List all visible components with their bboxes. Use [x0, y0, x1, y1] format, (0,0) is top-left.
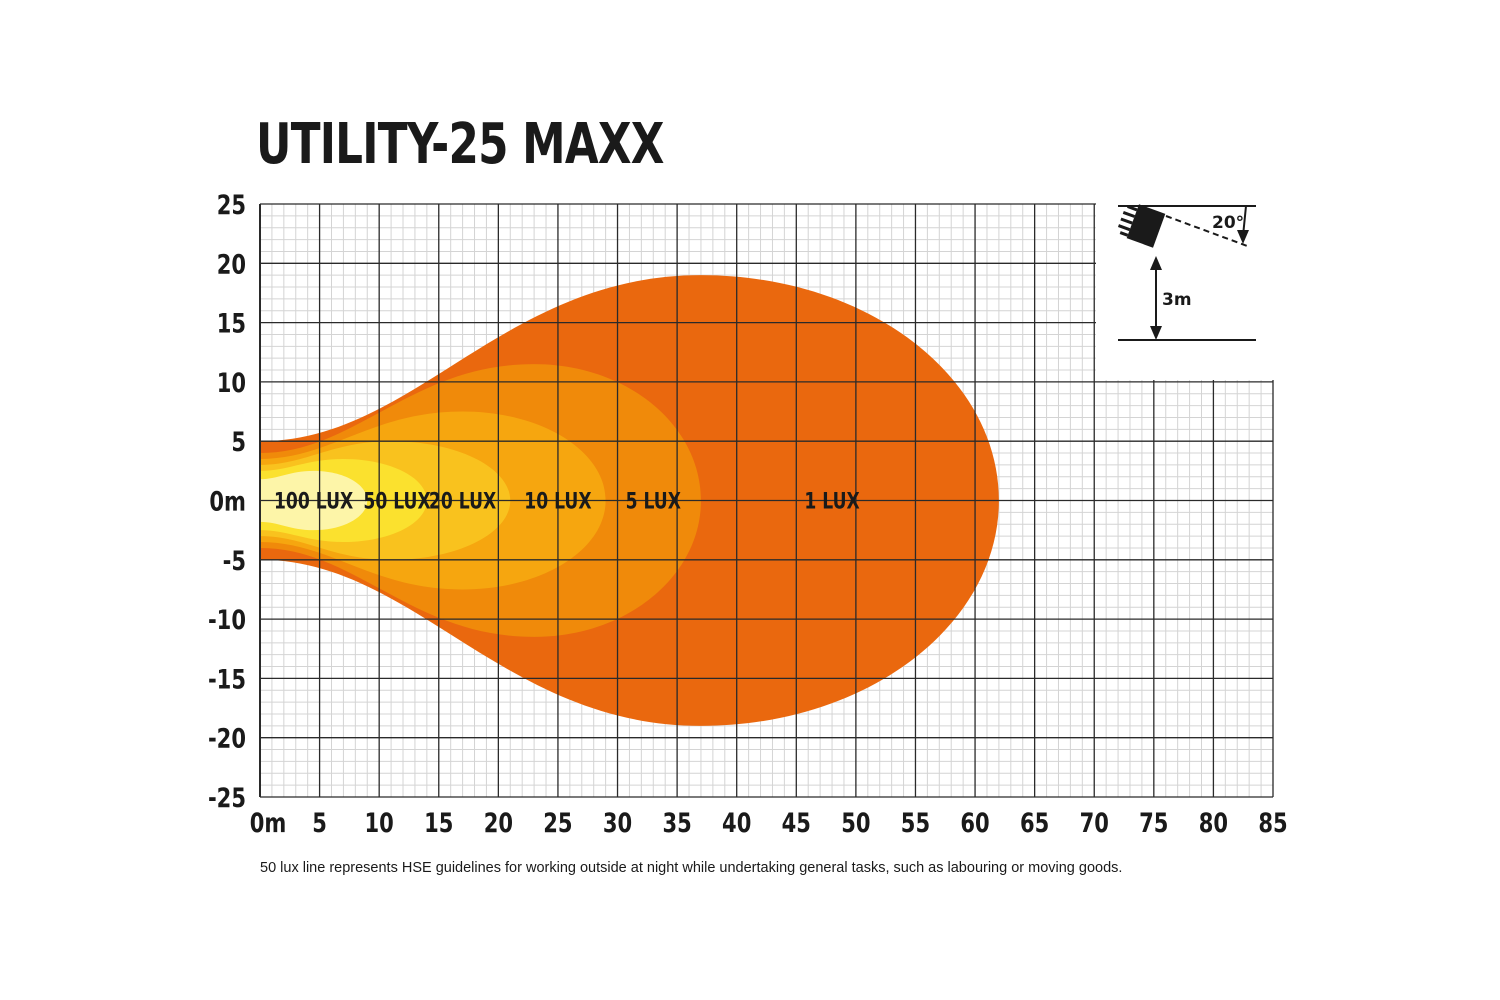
x-tick-label: 65 — [1020, 807, 1049, 838]
x-tick-label: 15 — [424, 807, 453, 838]
footnote: 50 lux line represents HSE guidelines fo… — [260, 860, 1123, 876]
angle-arrow-head — [1237, 230, 1249, 244]
height-arrow-up — [1150, 256, 1162, 270]
y-tick-label: 15 — [217, 308, 246, 339]
lux-label: 100 LUX — [274, 488, 353, 514]
y-tick-label: 5 — [231, 427, 246, 458]
y-tick-label: -5 — [223, 545, 246, 576]
x-tick-label: 55 — [901, 807, 930, 838]
y-tick-label: -15 — [208, 664, 246, 695]
chart-title: UTILITY-25 MAXX — [256, 112, 664, 177]
x-tick-label: 40 — [722, 807, 751, 838]
x-tick-label: 5 — [312, 807, 327, 838]
lamp-icon — [1117, 204, 1166, 248]
y-tick-label: -25 — [208, 782, 246, 813]
angle-label: 20° — [1212, 213, 1244, 233]
x-tick-label: 25 — [543, 807, 572, 838]
y-tick-label: 25 — [217, 189, 246, 220]
x-tick-label: 75 — [1139, 807, 1168, 838]
y-axis-ticks: 25 20 15 10 5 0m -5 -10 -15 -20 -25 — [208, 189, 246, 813]
y-tick-label: -20 — [208, 723, 246, 754]
inset-background — [1096, 196, 1276, 380]
x-tick-label: 0m — [250, 807, 287, 838]
y-tick-label: 20 — [217, 249, 246, 280]
x-tick-label: 60 — [960, 807, 989, 838]
x-tick-label: 10 — [365, 807, 394, 838]
y-tick-label: 10 — [217, 367, 246, 398]
y-tick-label: -10 — [208, 605, 246, 636]
x-tick-label: 30 — [603, 807, 632, 838]
lux-label: 1 LUX — [804, 488, 859, 514]
x-axis-ticks: 0m 5 10 15 20 25 30 35 40 45 50 55 60 65 70 75 80 85 — [250, 807, 1288, 838]
lux-label: 10 LUX — [524, 488, 591, 514]
lux-label: 5 LUX — [626, 488, 681, 514]
height-label: 3m — [1162, 290, 1192, 310]
x-tick-label: 50 — [841, 807, 870, 838]
x-tick-label: 85 — [1258, 807, 1287, 838]
mounting-inset: 20° 3m — [1096, 196, 1276, 380]
beam-direction-line — [1165, 215, 1251, 248]
x-tick-label: 70 — [1080, 807, 1109, 838]
y-tick-label: 0m — [209, 486, 246, 517]
lux-label: 20 LUX — [429, 488, 496, 514]
x-tick-label: 35 — [662, 807, 691, 838]
x-tick-label: 20 — [484, 807, 513, 838]
lux-label: 50 LUX — [363, 488, 430, 514]
height-arrow-down — [1150, 326, 1162, 340]
x-tick-label: 80 — [1199, 807, 1228, 838]
x-tick-label: 45 — [782, 807, 811, 838]
